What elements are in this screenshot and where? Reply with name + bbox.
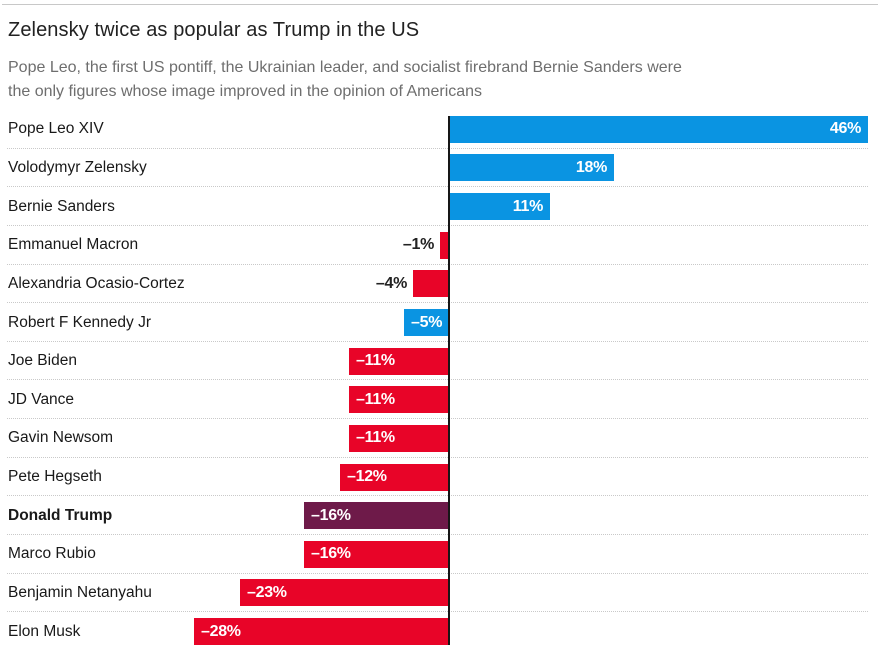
person-name-label: Robert F Kennedy Jr	[8, 313, 152, 331]
bar-positive: 18%	[450, 154, 614, 182]
chart-row: Alexandria Ocasio-Cortez –4%	[0, 265, 880, 304]
top-divider-rule	[2, 4, 878, 5]
person-name-label: Volodymyr Zelensky	[8, 158, 147, 176]
bar-positive: 46%	[450, 115, 868, 143]
person-name-label: Joe Biden	[8, 352, 77, 370]
chart-row: Joe Biden –11%	[0, 342, 880, 381]
bar-value-label: –28%	[201, 622, 241, 640]
bar-positive: 11%	[450, 193, 550, 221]
chart-row: Elon Musk –28%	[0, 612, 880, 651]
chart-row: Emmanuel Macron –1%	[0, 226, 880, 265]
bar-negative: –16%	[304, 502, 449, 530]
person-name-label: Alexandria Ocasio-Cortez	[8, 274, 185, 292]
person-name-label: Emmanuel Macron	[8, 236, 139, 254]
bar-value-label: –16%	[311, 545, 351, 563]
bar-negative: –11%	[349, 424, 449, 452]
bar-negative: –23%	[240, 579, 449, 607]
person-name-label: Bernie Sanders	[8, 197, 115, 215]
bar-value-label: –12%	[347, 468, 387, 486]
person-name-label: Donald Trump	[8, 506, 113, 524]
bar-negative: –12%	[340, 463, 449, 491]
bar-value-label: 18%	[575, 158, 607, 176]
bar-negative: –16%	[304, 540, 449, 568]
bar-value-label: –11%	[356, 429, 395, 447]
zero-axis-line	[448, 115, 450, 646]
bar-negative	[413, 270, 449, 298]
bar-value-label: –11%	[356, 352, 395, 370]
bar-negative: –11%	[349, 386, 449, 414]
chart-rows: Pope Leo XIV 46% Volodymyr Zelensky 18% Bern…	[0, 110, 880, 651]
chart-row: Robert F Kennedy Jr –5%	[0, 303, 880, 342]
chart-row: Volodymyr Zelensky 18%	[0, 149, 880, 188]
bar-value-label: –11%	[356, 390, 395, 408]
person-name-label: Pete Hegseth	[8, 468, 102, 486]
bar-value-label: –4%	[375, 274, 407, 292]
person-name-label: Benjamin Netanyahu	[8, 584, 152, 601]
person-name-label: Pope Leo XIV	[8, 120, 104, 138]
chart-row: Marco Rubio –16%	[0, 535, 880, 574]
bar-value-label: 11%	[512, 197, 544, 215]
person-name-label: Marco Rubio	[8, 545, 96, 563]
bar-negative	[440, 231, 449, 259]
bar-value-label: –16%	[311, 506, 351, 524]
chart-row: Bernie Sanders 11%	[0, 187, 880, 226]
bar-value-label: 46%	[829, 120, 861, 138]
chart-row: Donald Trump –16%	[0, 496, 880, 535]
bar-value-label: –1%	[402, 236, 434, 254]
chart-title: Zelensky twice as popular as Trump in th…	[8, 19, 420, 41]
bar-negative: –5%	[404, 309, 449, 336]
chart-row: Pope Leo XIV 46%	[0, 110, 880, 149]
bar-negative: –11%	[349, 347, 449, 375]
chart-row: Gavin Newsom –11%	[0, 419, 880, 458]
chart-subtitle-line-1: Pope Leo, the first US pontiff, the Ukra…	[8, 59, 682, 76]
bar-negative: –28%	[194, 618, 449, 646]
person-name-label: Elon Musk	[8, 622, 81, 640]
bar-value-label: –5%	[411, 313, 443, 331]
chart-subtitle: Pope Leo, the first US pontiff, the Ukra…	[8, 56, 868, 104]
person-name-label: JD Vance	[8, 390, 75, 408]
chart-page: Zelensky twice as popular as Trump in th…	[0, 4, 880, 654]
bar-chart: Pope Leo XIV 46% Volodymyr Zelensky 18% Bern…	[0, 110, 880, 651]
chart-row: Pete Hegseth –12%	[0, 458, 880, 497]
chart-row: Benjamin Netanyahu –23%	[0, 574, 880, 613]
chart-row: JD Vance –11%	[0, 380, 880, 419]
bar-value-label: –23%	[247, 583, 287, 601]
person-name-label: Gavin Newsom	[8, 429, 114, 447]
chart-subtitle-line-2: the only figures whose image improved in…	[8, 83, 483, 100]
